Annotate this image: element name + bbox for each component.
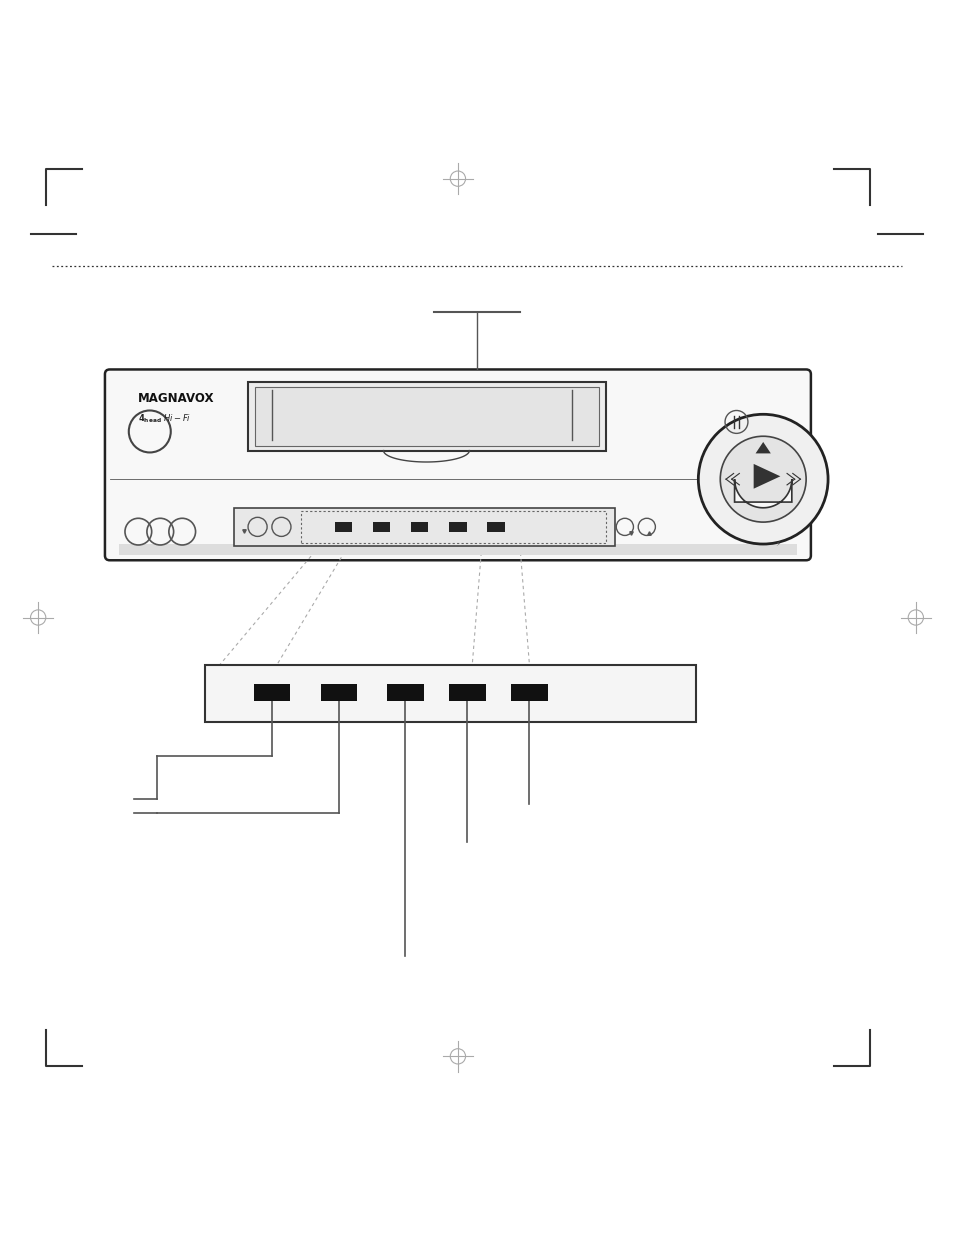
Bar [373,522,390,531]
Text: ⚡: ⚡ [774,541,780,547]
Bar [387,684,423,701]
Text: $\bf{4}_{head}$ $\it{Hi-Fi}$: $\bf{4}_{head}$ $\it{Hi-Fi}$ [138,412,192,425]
Polygon shape [755,442,770,453]
Bar [487,522,504,531]
Bar [449,684,485,701]
Bar [254,387,598,446]
Bar [300,510,605,543]
Circle shape [698,414,827,545]
Text: MAGNAVOX: MAGNAVOX [138,391,214,405]
Bar [335,522,352,531]
FancyBboxPatch shape [105,369,810,561]
Bar [119,545,796,556]
Polygon shape [734,479,791,508]
Polygon shape [753,464,780,489]
Bar [233,508,615,546]
Bar [205,666,696,722]
Bar [253,684,290,701]
Bar [511,684,547,701]
Bar [248,382,605,451]
Bar [411,522,428,531]
Circle shape [720,436,805,522]
Bar [449,522,466,531]
Bar [320,684,356,701]
